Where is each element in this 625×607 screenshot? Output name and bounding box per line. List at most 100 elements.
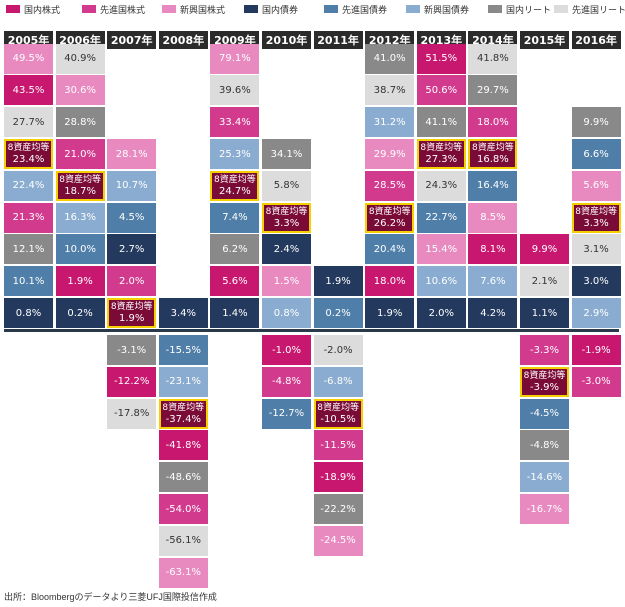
cell-em_stock: 5.6% <box>571 170 621 201</box>
cell-dev_reit: 24.3% <box>416 170 466 201</box>
cell-dev_reit: -2.0% <box>313 335 363 365</box>
year-header: 2008年 <box>158 31 208 49</box>
cell-jp_bond: 4.2% <box>468 298 518 328</box>
cell-dev_reit: 40.9% <box>55 43 105 74</box>
average-value: 3.3% <box>583 217 609 229</box>
cell-dev_bond: -12.7% <box>262 398 311 429</box>
legend-label: 新興国債券 <box>424 5 470 16</box>
cell-jp_reit: -4.8% <box>520 430 569 461</box>
average-value: 23.4% <box>12 154 45 165</box>
cell-jp_stock: -41.8% <box>158 430 208 461</box>
average-label: 8資産均等 <box>110 302 153 312</box>
cell-dev_stock: -3.3% <box>520 335 569 365</box>
cell-dev_bond: 6.6% <box>571 139 621 169</box>
average-label: 8資産均等 <box>317 402 359 413</box>
chart-legend: 国内株式 先進国株式 新興国株式 国内債券 先進国債券 新興国債券 国内リート 先進国リート <box>6 2 625 16</box>
cell-dev_bond: 4.5% <box>107 202 157 233</box>
legend-label: 先進国株式 <box>100 5 146 16</box>
cell-dev_reit: 39.6% <box>210 75 260 106</box>
cell-average-8-assets: 8資産均等 -3.9% <box>520 366 569 397</box>
cell-em_bond: 22.4% <box>4 170 53 201</box>
cell-dev_stock: -4.8% <box>262 366 311 397</box>
cell-jp_reit: 9.9% <box>571 107 621 138</box>
cell-dev_reit: 41.8% <box>468 43 518 74</box>
cell-jp_reit: 34.1% <box>262 139 311 169</box>
cell-dev_stock: -11.5% <box>313 430 363 461</box>
cell-average-8-assets: 8資産均等 3.3% <box>262 202 311 233</box>
legend-item-em_bond: 新興国債券 <box>406 2 469 16</box>
average-label: 8資産均等 <box>420 143 463 153</box>
cell-jp_reit: -22.2% <box>313 494 363 524</box>
cell-average-8-assets: 8資産均等 1.9% <box>107 298 157 328</box>
cell-dev_reit: 38.7% <box>365 75 415 106</box>
cell-jp_bond: 2.4% <box>262 234 311 265</box>
cell-em_stock: 79.1% <box>210 43 260 74</box>
cell-em_bond: 7.6% <box>468 266 518 297</box>
cell-dev_bond: 7.4% <box>210 202 260 233</box>
cell-dev_reit: 3.1% <box>571 234 621 265</box>
cell-average-8-assets: 8資産均等 23.4% <box>4 139 53 169</box>
legend-swatch <box>488 5 502 13</box>
cell-dev_reit: 2.1% <box>520 266 569 297</box>
cell-jp_reit: 6.2% <box>210 234 260 265</box>
year-header: 2016年 <box>571 31 621 49</box>
cell-average-8-assets: 8資産均等 3.3% <box>571 202 621 233</box>
cell-average-8-assets: 8資産均等 18.7% <box>55 170 105 201</box>
cell-em_stock: -63.1% <box>158 557 208 588</box>
cell-dev_reit: 5.8% <box>262 170 311 201</box>
cell-jp_stock: 51.5% <box>416 43 466 74</box>
cell-em_bond: 0.8% <box>262 298 311 328</box>
cell-jp_stock: -1.0% <box>262 335 311 365</box>
cell-em_stock: 15.4% <box>416 234 466 265</box>
cell-dev_bond: 0.2% <box>313 298 363 328</box>
cell-em_bond: 25.3% <box>210 139 260 169</box>
cell-jp_reit: 41.1% <box>416 107 466 138</box>
cell-jp_stock: 9.9% <box>520 234 569 265</box>
cell-em_bond: -6.8% <box>313 366 363 397</box>
cell-average-8-assets: 8資産均等 27.3% <box>416 139 466 169</box>
cell-jp_stock: 1.9% <box>55 266 105 297</box>
cell-jp_stock: 43.5% <box>4 75 53 106</box>
average-value: 3.3% <box>273 217 300 229</box>
average-value: 16.8% <box>477 154 509 165</box>
legend-item-dev_bond: 先進国債券 <box>324 2 387 16</box>
cell-jp_reit: 29.7% <box>468 75 518 106</box>
average-value: 1.9% <box>118 313 145 324</box>
cell-jp_bond: 1.1% <box>520 298 569 328</box>
cell-em_stock: 1.5% <box>262 266 311 297</box>
legend-item-dev_reit: 先進国リート <box>554 2 625 16</box>
cell-em_bond: -23.1% <box>158 366 208 397</box>
average-label: 8資産均等 <box>214 174 256 185</box>
legend-label: 国内リート <box>506 5 552 16</box>
average-label: 8資産均等 <box>575 206 617 217</box>
cell-jp_reit: 28.8% <box>55 107 105 138</box>
cell-jp_bond: 1.9% <box>313 266 363 297</box>
cell-dev_stock: 28.5% <box>365 170 415 201</box>
year-header: 2007年 <box>107 31 157 49</box>
cell-jp_bond: 1.9% <box>365 298 415 328</box>
cell-em_stock: 28.1% <box>107 139 157 169</box>
legend-swatch <box>244 5 258 13</box>
cell-jp_bond: 1.4% <box>210 298 260 328</box>
cell-jp_bond: 2.0% <box>416 298 466 328</box>
average-value: -37.4% <box>165 413 201 425</box>
cell-dev_bond: 20.4% <box>365 234 415 265</box>
cell-jp_bond: 3.0% <box>571 266 621 297</box>
cell-em_stock: 49.5% <box>4 43 53 74</box>
cell-em_bond: 10.7% <box>107 170 157 201</box>
cell-em_bond: 2.9% <box>571 298 621 328</box>
cell-average-8-assets: 8資産均等 16.8% <box>468 139 518 169</box>
legend-label: 先進国債券 <box>342 5 388 16</box>
legend-item-jp_reit: 国内リート <box>488 2 551 16</box>
average-value: 18.7% <box>64 185 96 197</box>
cell-dev_bond: 10.1% <box>4 266 53 297</box>
average-value: -3.9% <box>529 381 559 393</box>
year-header: 2010年 <box>262 31 311 49</box>
legend-swatch <box>324 5 338 13</box>
cell-dev_stock: 33.4% <box>210 107 260 138</box>
legend-label: 新興国株式 <box>180 5 226 16</box>
cell-em_stock: 30.6% <box>55 75 105 106</box>
cell-jp_stock: -18.9% <box>313 462 363 493</box>
average-label: 8資産均等 <box>368 206 411 217</box>
average-value: -10.5% <box>320 413 356 425</box>
